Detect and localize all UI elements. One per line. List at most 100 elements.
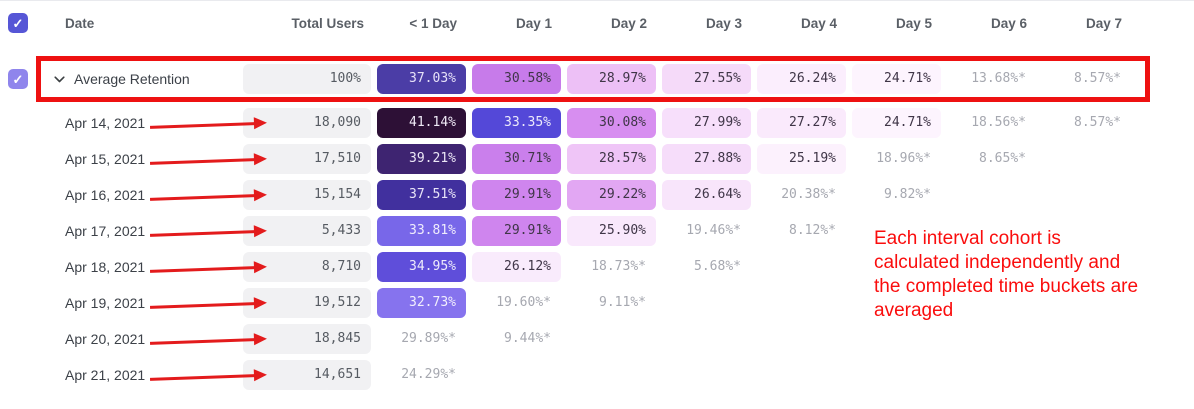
retention-cell: 25.90% bbox=[567, 216, 656, 246]
row-date-cell: Apr 18, 2021 bbox=[40, 249, 256, 285]
retention-cell: 24.29%* bbox=[401, 367, 456, 382]
retention-cell: 34.95% bbox=[377, 252, 466, 282]
retention-cell: 37.51% bbox=[377, 180, 466, 210]
annotation-line: the completed time buckets are bbox=[874, 276, 1139, 297]
table-rows: ✓ Average Retention 100% 37.03% 30.58% 28.… bbox=[0, 56, 1194, 393]
row-date-cell: Apr 21, 2021 bbox=[40, 357, 256, 393]
retention-cell: 32.73% bbox=[377, 288, 466, 318]
retention-cell: 5.68%* bbox=[694, 259, 741, 274]
column-header-day4: Day 4 bbox=[800, 15, 837, 31]
retention-cell: 18.73%* bbox=[591, 259, 646, 274]
retention-cell: 8.12%* bbox=[789, 223, 836, 238]
retention-cell: 8.57%* bbox=[1074, 115, 1121, 130]
retention-cell: 39.21% bbox=[377, 144, 466, 174]
retention-cell: 24.71% bbox=[852, 108, 941, 138]
retention-cell: 33.35% bbox=[472, 108, 561, 138]
table-row: Apr 16, 2021 15,154 37.51% 29.91% 29.22% 26… bbox=[0, 177, 1194, 213]
retention-cell: 28.97% bbox=[567, 64, 656, 94]
row-label: Apr 19, 2021 bbox=[65, 295, 146, 311]
retention-cell: 27.88% bbox=[662, 144, 751, 174]
retention-cell: 26.12% bbox=[472, 252, 561, 282]
retention-cell: 24.71% bbox=[852, 64, 941, 94]
column-header-day2: Day 2 bbox=[610, 15, 647, 31]
row-date-cell: Apr 14, 2021 bbox=[40, 105, 256, 141]
table-row: Apr 15, 2021 17,510 39.21% 30.71% 28.57% 27… bbox=[0, 141, 1194, 177]
retention-cell: 30.58% bbox=[472, 64, 561, 94]
retention-cell bbox=[662, 324, 751, 354]
retention-cell: 13.68%* bbox=[971, 71, 1026, 86]
row-label: Apr 17, 2021 bbox=[65, 223, 146, 239]
retention-cell: 19.60%* bbox=[496, 295, 551, 310]
retention-cell bbox=[757, 360, 846, 390]
table-row: Apr 19, 2021 19,512 32.73% 19.60%* 9.11%* bbox=[0, 285, 1194, 321]
total-users-pill: 100% bbox=[243, 64, 371, 94]
retention-cell bbox=[947, 324, 1036, 354]
retention-cell bbox=[1042, 180, 1131, 210]
row-date-cell: Average Retention bbox=[40, 56, 240, 102]
retention-cell: 29.91% bbox=[472, 216, 561, 246]
retention-cell: 20.38%* bbox=[781, 187, 836, 202]
row-label: Average Retention bbox=[74, 71, 190, 87]
annotation-arrow-icon bbox=[149, 302, 256, 309]
retention-cell bbox=[757, 324, 846, 354]
row-label: Apr 14, 2021 bbox=[65, 115, 146, 131]
select-all-checkbox[interactable]: ✓ bbox=[8, 13, 28, 33]
retention-cell: 29.91% bbox=[472, 180, 561, 210]
chevron-down-icon[interactable] bbox=[54, 75, 65, 83]
table-row: Apr 21, 2021 14,651 24.29%* bbox=[0, 357, 1194, 393]
annotation-line: averaged bbox=[874, 300, 954, 321]
row-date-cell: Apr 20, 2021 bbox=[40, 321, 256, 357]
retention-cell: 28.57% bbox=[567, 144, 656, 174]
column-header-day1: Day 1 bbox=[515, 15, 552, 31]
retention-cell: 19.46%* bbox=[686, 223, 741, 238]
retention-cell: 9.11%* bbox=[599, 295, 646, 310]
retention-cell: 25.19% bbox=[757, 144, 846, 174]
retention-cell bbox=[1042, 324, 1131, 354]
row-date-cell: Apr 17, 2021 bbox=[40, 213, 256, 249]
retention-cell bbox=[852, 324, 941, 354]
retention-cell: 27.55% bbox=[662, 64, 751, 94]
retention-cell: 29.89%* bbox=[401, 331, 456, 346]
total-users-pill: 14,651 bbox=[243, 360, 371, 390]
retention-cell bbox=[852, 360, 941, 390]
retention-cell: 8.57%* bbox=[1074, 71, 1121, 86]
row-label: Apr 16, 2021 bbox=[65, 187, 146, 203]
row-label: Apr 18, 2021 bbox=[65, 259, 146, 275]
row-date-cell: Apr 16, 2021 bbox=[40, 177, 256, 213]
annotation-arrow-icon bbox=[149, 374, 256, 381]
row-date-cell: Apr 19, 2021 bbox=[40, 285, 256, 321]
annotation-arrow-icon bbox=[149, 266, 256, 273]
retention-cell: 18.96%* bbox=[876, 151, 931, 166]
annotation-arrow-icon bbox=[149, 194, 256, 201]
column-header-day3: Day 3 bbox=[705, 15, 742, 31]
retention-cell: 26.24% bbox=[757, 64, 846, 94]
table-header: ✓ Date Total Users < 1 Day Day 1 Day 2 D… bbox=[0, 3, 1194, 43]
select-all-cell: ✓ bbox=[0, 13, 40, 33]
column-header-day6: Day 6 bbox=[990, 15, 1027, 31]
row-date-cell: Apr 15, 2021 bbox=[40, 141, 256, 177]
retention-cell: 37.03% bbox=[377, 64, 466, 94]
column-header-total-users: Total Users bbox=[291, 15, 364, 31]
column-header-day5: Day 5 bbox=[895, 15, 932, 31]
row-label: Apr 20, 2021 bbox=[65, 331, 146, 347]
row-checkbox-cell: ✓ bbox=[0, 69, 40, 89]
annotation-line: calculated independently and bbox=[874, 252, 1121, 273]
retention-cell: 41.14% bbox=[377, 108, 466, 138]
retention-cell: 33.81% bbox=[377, 216, 466, 246]
retention-cell bbox=[757, 252, 846, 282]
row-label: Apr 21, 2021 bbox=[65, 367, 146, 383]
retention-cell bbox=[757, 288, 846, 318]
row-checkbox[interactable]: ✓ bbox=[8, 69, 28, 89]
retention-cell bbox=[947, 180, 1036, 210]
retention-cell bbox=[662, 288, 751, 318]
retention-cell: 30.08% bbox=[567, 108, 656, 138]
retention-cell bbox=[1042, 144, 1131, 174]
retention-cell: 27.27% bbox=[757, 108, 846, 138]
annotation-arrow-icon bbox=[149, 338, 256, 345]
table-row: Apr 17, 2021 5,433 33.81% 29.91% 25.90% 19.… bbox=[0, 213, 1194, 249]
table-row: Apr 20, 2021 18,845 29.89%* 9.44%* bbox=[0, 321, 1194, 357]
table-row: ✓ Average Retention 100% 37.03% 30.58% 28.… bbox=[0, 56, 1194, 102]
retention-cell: 29.22% bbox=[567, 180, 656, 210]
retention-cell: 18.56%* bbox=[971, 115, 1026, 130]
annotation-arrow-icon bbox=[149, 158, 256, 165]
